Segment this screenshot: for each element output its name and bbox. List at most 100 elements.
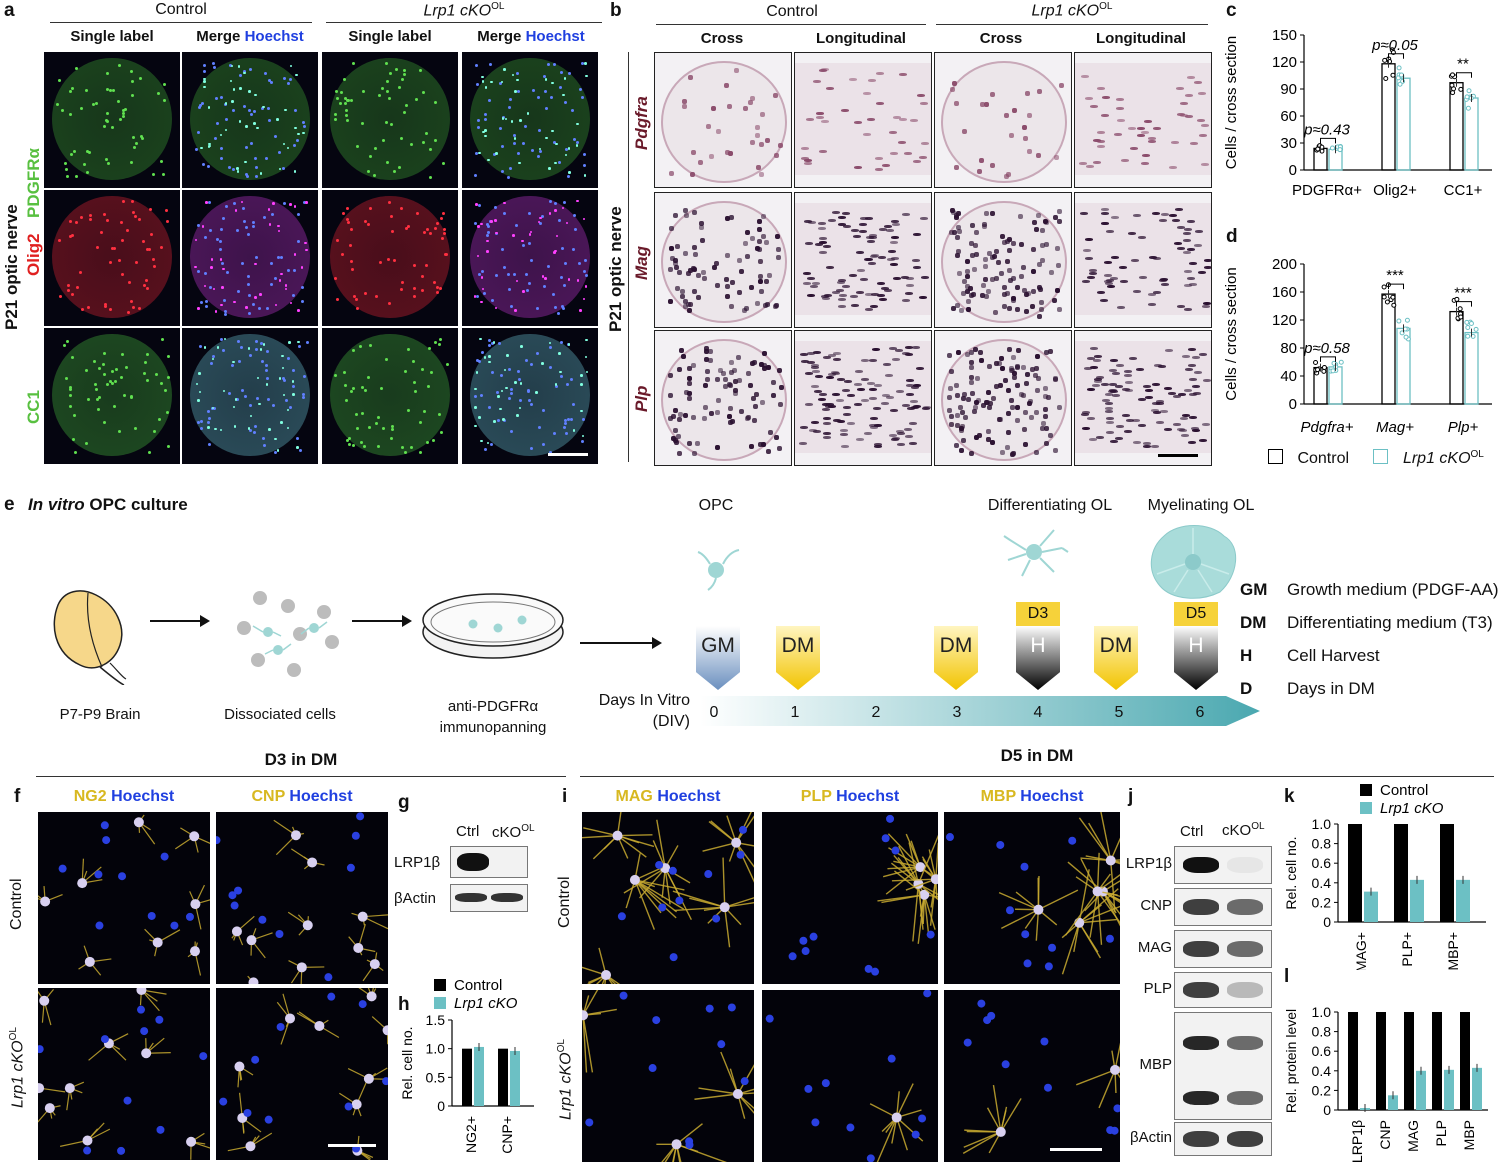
chart-k-ytick: 0.8 xyxy=(1312,836,1332,852)
chart-l-bar-1-2 xyxy=(1416,1070,1426,1110)
e-title: In vitro OPC culture xyxy=(28,495,188,514)
a-col-single-2: Single label xyxy=(348,28,432,45)
chart-k-ytick: 0.4 xyxy=(1312,875,1332,891)
chart-c-ann-2: ** xyxy=(1457,56,1469,73)
chart-c-ytick: 150 xyxy=(1272,27,1297,44)
b-col-cross-1: Cross xyxy=(700,30,744,47)
chart-l-bar-0-0 xyxy=(1348,1012,1358,1110)
brain-illustration xyxy=(53,590,127,685)
a-col-single-1: Single label xyxy=(70,28,154,45)
chart-d-ytick: 200 xyxy=(1272,256,1297,273)
panel-label-b: b xyxy=(610,0,622,21)
a-image-cc1-2 xyxy=(182,328,318,464)
chart-c-bar-0-2 xyxy=(1449,82,1464,171)
chart-d-cat-2: Plp+ xyxy=(1448,419,1479,436)
b-image-pdgfra-3 xyxy=(934,52,1072,188)
b-image-plp-1 xyxy=(654,330,792,466)
e-stage-myel: Myelinating OL xyxy=(1147,497,1255,514)
a-image-cc1-4 xyxy=(462,328,598,464)
i-row-cko: Lrp1 cKOOL xyxy=(556,1039,575,1120)
i-image-control-mag xyxy=(582,812,754,984)
f-image-cko-ng2 xyxy=(38,988,210,1160)
chart-d-ann-1: *** xyxy=(1386,267,1404,284)
b-image-pdgfra-1 xyxy=(654,52,792,188)
i-col-mag: MAG Hoechst xyxy=(615,788,721,805)
j-col-ctrl: Ctrl xyxy=(1180,823,1204,840)
chart-c-ytick: 90 xyxy=(1280,81,1297,98)
chart-l-bar-1-3 xyxy=(1444,1069,1454,1110)
a-image-olig2-4 xyxy=(462,190,598,326)
chart-c-bar-1-1 xyxy=(1396,77,1411,171)
b-group-cko: Lrp1 cKOOL xyxy=(1031,1,1113,20)
b-col-cross-2: Cross xyxy=(979,30,1023,47)
chevron-gm-1: GM xyxy=(696,626,740,690)
b-row-plp: Plp xyxy=(632,385,651,412)
e-legend-desc-gm: Growth medium (PDGF-AA) xyxy=(1287,580,1499,599)
a-image-pdgfra-4 xyxy=(462,52,598,188)
b-row-mag: Mag xyxy=(632,246,651,280)
chart-l-bar-0-1 xyxy=(1376,1012,1386,1110)
e-stage-opc: OPC xyxy=(698,497,734,514)
e-legend-abbr-d: D xyxy=(1240,679,1253,698)
f-image-control-cnp xyxy=(216,812,388,984)
chart-k-ann-2: *** xyxy=(1462,828,1478,845)
a-image-cc1-3 xyxy=(322,328,458,464)
chart-k-bar-1-1 xyxy=(1410,879,1424,922)
chart-l-cat-3: PLP xyxy=(1433,1120,1449,1146)
a-image-pdgfra-1 xyxy=(44,52,180,188)
chevron-h-4: H xyxy=(1016,626,1060,690)
f-col-ng2: NG2 Hoechst xyxy=(73,788,175,805)
a-row-olig2: Olig2 xyxy=(24,233,43,276)
f-title: D3 in DM xyxy=(264,750,338,769)
timeline-day-5: 5 xyxy=(1114,704,1124,721)
b-image-mag-4 xyxy=(1074,192,1212,328)
chart-c-ytick: 30 xyxy=(1280,135,1297,152)
e-legend-desc-dm: Differentiating medium (T3) xyxy=(1287,613,1493,632)
chart-l-bar-0-3 xyxy=(1432,1012,1442,1110)
panel-label-h: h xyxy=(398,994,410,1015)
g-row-lrp1b: LRP1β xyxy=(394,854,441,871)
panel-label-l: l xyxy=(1284,966,1290,987)
i-image-control-mbp xyxy=(944,812,1120,984)
chart-k-ytick: 1.0 xyxy=(1312,816,1332,832)
chart-k-ytick: 0 xyxy=(1323,914,1331,930)
chart-d-ytick: 0 xyxy=(1289,396,1297,413)
panel-label-e: e xyxy=(4,494,15,515)
dissociated-cells-illustration xyxy=(237,591,339,677)
chart-c-ytick: 0 xyxy=(1289,162,1297,179)
chart-h-ytick: 1.0 xyxy=(426,1041,446,1057)
chart-l-ann-2: * xyxy=(1420,1023,1436,1029)
a-image-olig2-3 xyxy=(322,190,458,326)
b-image-pdgfra-4 xyxy=(1074,52,1212,188)
chevron-dm-5: DM xyxy=(1094,626,1138,690)
b-row-pdgfra: Pdgfra xyxy=(632,96,651,150)
chart-l-cat-2: MAG xyxy=(1405,1120,1421,1152)
chart-h-ytick: 1.5 xyxy=(426,1012,446,1028)
j-row-4: MBP xyxy=(1139,1056,1172,1073)
b-image-mag-2 xyxy=(794,192,932,328)
chart-d-ytick: 40 xyxy=(1280,368,1297,385)
chevron-h-6: H xyxy=(1174,626,1218,690)
chart-k-ytick: 0.2 xyxy=(1312,894,1332,910)
chart-d-ytick: 120 xyxy=(1272,312,1297,329)
chart-d-bar-0-1 xyxy=(1381,293,1396,405)
chart-l-ann-4: ** xyxy=(1476,1021,1492,1032)
arrow-2 xyxy=(352,620,408,622)
panel-label-a: a xyxy=(4,0,15,21)
culture-dish-illustration xyxy=(422,593,564,659)
chart-h-ylabel: Rel. cell no. xyxy=(399,1026,415,1099)
chart-d: 0 40 80 120 160 200 Cells / cross section Pdgfr… xyxy=(1223,256,1492,436)
chart-d-bar-0-2 xyxy=(1449,310,1464,405)
chart-h-legend-1: Lrp1 cKO xyxy=(454,995,518,1012)
chart-c-cat-0: PDGFRα+ xyxy=(1292,182,1362,199)
chart-c-ytick: 120 xyxy=(1272,54,1297,71)
chart-c-cat-2: CC1+ xyxy=(1444,182,1483,199)
j-row-1: CNP xyxy=(1140,897,1172,914)
chart-d-ann-2: *** xyxy=(1454,285,1472,302)
chart-c-ann-1: p≈0.05 xyxy=(1371,37,1418,54)
e-legend-desc-h: Cell Harvest xyxy=(1287,646,1380,665)
panel-label-g: g xyxy=(398,792,410,813)
a-image-pdgfra-3 xyxy=(322,52,458,188)
b-image-plp-3 xyxy=(934,330,1072,466)
b-image-plp-2 xyxy=(794,330,932,466)
